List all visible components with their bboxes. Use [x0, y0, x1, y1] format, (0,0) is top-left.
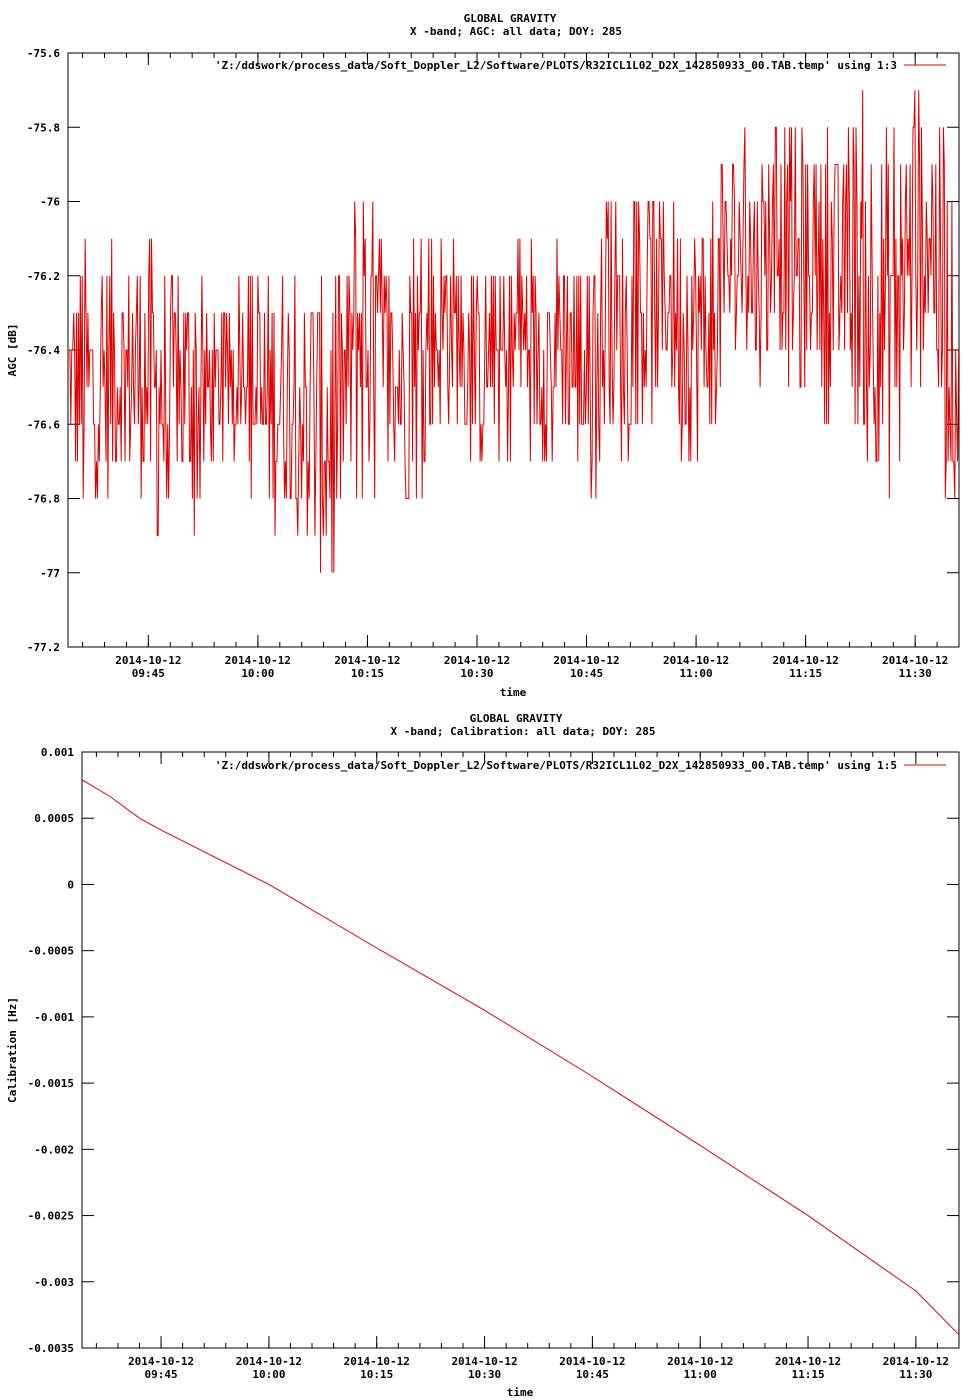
calibration-x-minor-ticks [95, 752, 960, 1348]
calibration-x-tick-date: 2014-10-12 [559, 1355, 625, 1368]
agc-x-tick-time: 10:00 [241, 667, 274, 680]
calibration-x-tick-date: 2014-10-12 [451, 1355, 517, 1368]
calibration-y-tick-label: 0.001 [41, 746, 74, 759]
calibration-x-tick-date: 2014-10-12 [236, 1355, 302, 1368]
agc-x-tick-time: 09:45 [132, 667, 165, 680]
agc-y-tick-label: -76.2 [27, 270, 60, 283]
agc-x-tick-time: 11:30 [899, 667, 932, 680]
calibration-x-axis: 2014-10-1209:452014-10-1210:002014-10-12… [128, 752, 949, 1381]
agc-x-minor-ticks [82, 53, 960, 647]
calibration-x-tick-time: 10:00 [252, 1368, 285, 1381]
calibration-chart: GLOBAL GRAVITY X -band; Calibration: all… [6, 712, 960, 1399]
calibration-x-axis-label: time [507, 1386, 534, 1399]
calibration-y-tick-label: -0.0005 [28, 945, 74, 958]
agc-x-tick-date: 2014-10-12 [444, 654, 510, 667]
agc-x-axis-label: time [500, 686, 527, 699]
calibration-x-tick-date: 2014-10-12 [775, 1355, 841, 1368]
agc-y-tick-label: -75.6 [27, 47, 60, 60]
calibration-x-tick-time: 10:30 [468, 1368, 501, 1381]
agc-x-tick-time: 11:00 [680, 667, 713, 680]
agc-x-tick-time: 10:45 [570, 667, 603, 680]
calibration-x-tick-time: 11:30 [899, 1368, 932, 1381]
agc-chart-subtitle: X -band; AGC: all data; DOY: 285 [410, 25, 622, 38]
calibration-y-tick-label: -0.0015 [28, 1077, 74, 1090]
agc-x-tick-date: 2014-10-12 [225, 654, 291, 667]
agc-x-tick-date: 2014-10-12 [663, 654, 729, 667]
calibration-x-tick-time: 09:45 [145, 1368, 178, 1381]
calibration-y-tick-label: -0.001 [34, 1011, 74, 1024]
calibration-chart-title: GLOBAL GRAVITY [470, 712, 563, 725]
calibration-x-tick-date: 2014-10-12 [344, 1355, 410, 1368]
calibration-y-tick-label: -0.0035 [28, 1342, 74, 1355]
calibration-y-axis: 0.001 0.0005 0 -0.0005 -0.001 -0.0015 -0.002 -0… [28, 746, 959, 1355]
agc-chart: GLOBAL GRAVITY X -band; AGC: all data; D… [6, 12, 960, 699]
agc-x-tick-date: 2014-10-12 [553, 654, 619, 667]
agc-x-tick-date: 2014-10-12 [882, 654, 948, 667]
agc-y-tick-label: -77 [40, 567, 60, 580]
agc-x-tick-time: 11:15 [789, 667, 822, 680]
calibration-x-tick-date: 2014-10-12 [667, 1355, 733, 1368]
calibration-x-tick-time: 10:45 [576, 1368, 609, 1381]
calibration-y-tick-label: -0.003 [34, 1276, 74, 1289]
agc-y-tick-label: -75.8 [27, 121, 60, 134]
agc-y-axis-label: AGC [dB] [6, 324, 19, 377]
calibration-y-tick-label: 0 [67, 878, 74, 891]
calibration-y-tick-label: -0.0025 [28, 1210, 74, 1223]
agc-y-tick-label: -76.6 [27, 418, 60, 431]
calibration-x-tick-time: 10:15 [360, 1368, 393, 1381]
agc-y-tick-label: -76.4 [27, 344, 60, 357]
calibration-y-tick-label: 0.0005 [34, 812, 74, 825]
calibration-x-tick-time: 11:00 [684, 1368, 717, 1381]
agc-y-tick-label: -76.8 [27, 493, 60, 506]
agc-legend-label: 'Z:/ddswork/process_data/Soft_Doppler_L2… [215, 59, 897, 72]
calibration-y-axis-label: Calibration [Hz] [6, 997, 19, 1103]
agc-y-tick-label: -77.2 [27, 641, 60, 654]
agc-x-axis: 2014-10-1209:452014-10-1210:002014-10-12… [115, 53, 948, 680]
calibration-y-tick-label: -0.002 [34, 1143, 74, 1156]
agc-x-tick-time: 10:15 [351, 667, 384, 680]
agc-y-tick-label: -76 [40, 196, 60, 209]
agc-chart-title: GLOBAL GRAVITY [464, 12, 557, 25]
calibration-x-tick-time: 11:15 [791, 1368, 824, 1381]
calibration-chart-subtitle: X -band; Calibration: all data; DOY: 285 [391, 725, 656, 738]
calibration-legend-label: 'Z:/ddswork/process_data/Soft_Doppler_L2… [215, 759, 897, 772]
agc-x-tick-date: 2014-10-12 [334, 654, 400, 667]
agc-x-tick-date: 2014-10-12 [773, 654, 839, 667]
agc-y-axis: -75.6 -75.8 -76 -76.2 -76.4 -76.6 -76.8 -77 -77.… [27, 47, 959, 654]
agc-x-tick-time: 10:30 [460, 667, 493, 680]
calibration-plot-frame [81, 751, 960, 1349]
agc-x-tick-date: 2014-10-12 [115, 654, 181, 667]
calibration-series-line [81, 779, 960, 1336]
agc-series-line [68, 90, 960, 573]
calibration-x-tick-date: 2014-10-12 [128, 1355, 194, 1368]
calibration-x-tick-date: 2014-10-12 [883, 1355, 949, 1368]
